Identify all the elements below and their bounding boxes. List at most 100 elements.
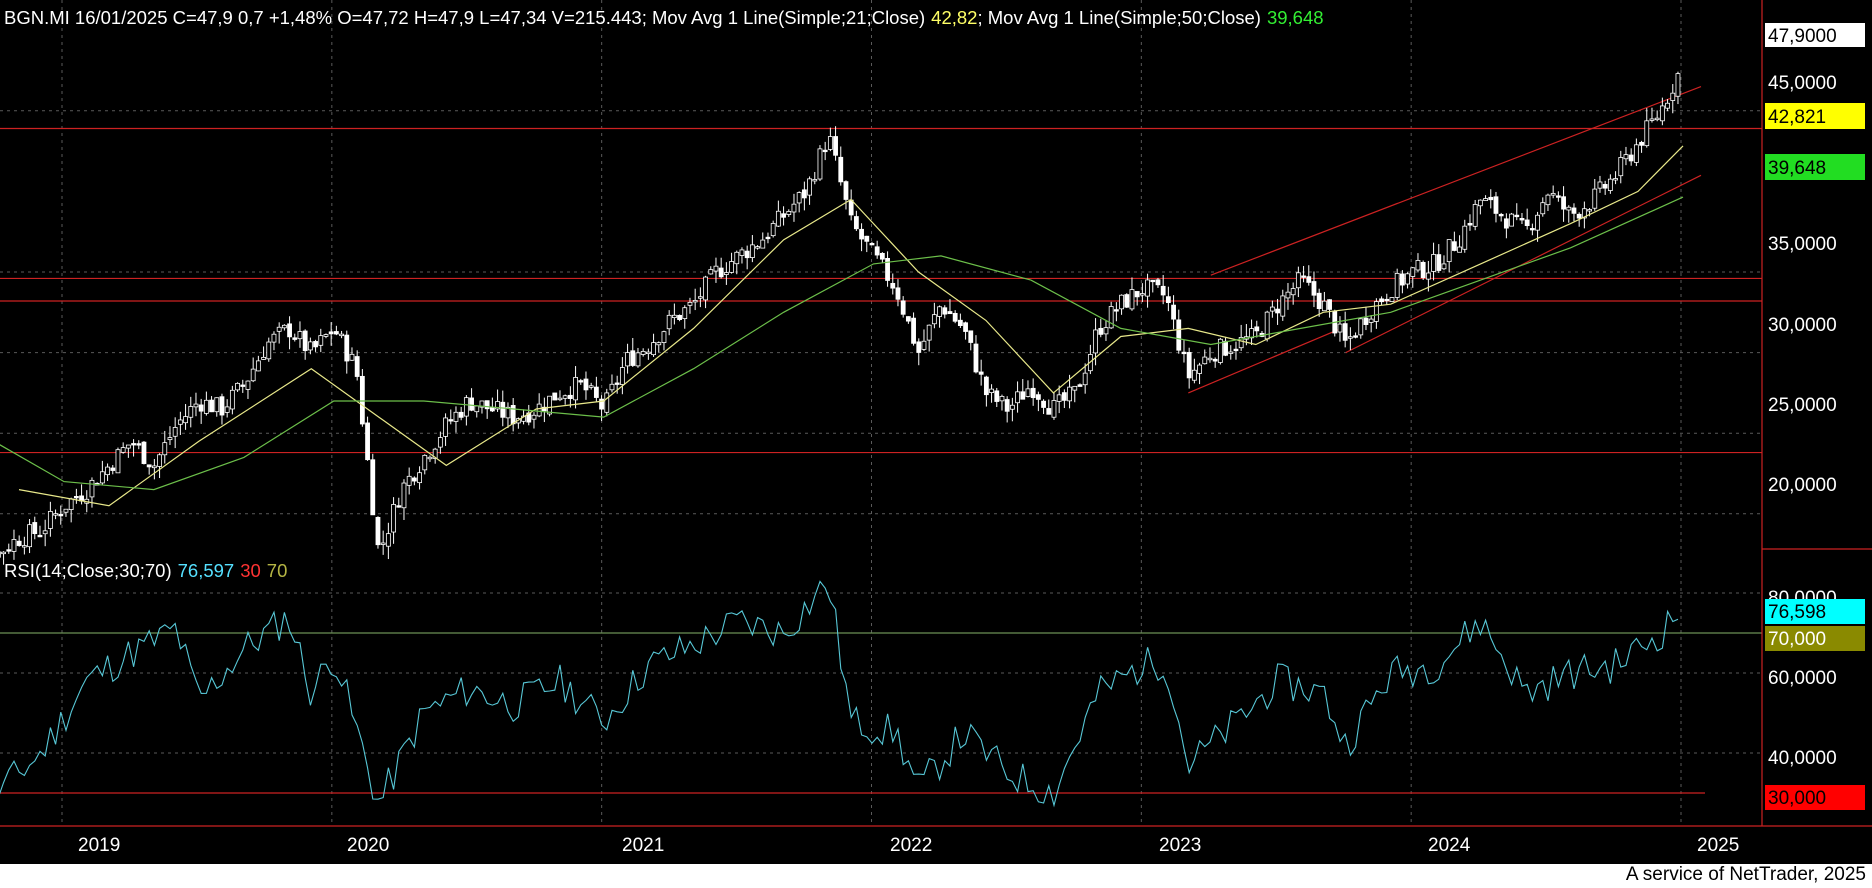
candle-body bbox=[115, 449, 121, 474]
candle-body bbox=[453, 411, 459, 422]
candle-body bbox=[869, 243, 875, 246]
candle-body bbox=[781, 213, 786, 218]
candle-body bbox=[963, 322, 968, 332]
candle-body bbox=[1644, 120, 1650, 147]
candle-body bbox=[1093, 329, 1098, 354]
moving-averages bbox=[0, 145, 1684, 507]
candle-body bbox=[1379, 298, 1384, 303]
candle-body bbox=[599, 398, 604, 410]
candle-body bbox=[1358, 318, 1364, 336]
candle-body bbox=[1509, 213, 1514, 227]
candle-body bbox=[417, 472, 422, 484]
candle-body bbox=[510, 405, 516, 425]
candle-body bbox=[58, 513, 64, 517]
rsi-30-badge: 30,000 bbox=[1768, 788, 1826, 809]
candle-body bbox=[1493, 196, 1499, 214]
candle-body bbox=[489, 407, 495, 412]
candles bbox=[0, 71, 1681, 565]
candle-body bbox=[1535, 214, 1540, 231]
candle-body bbox=[391, 504, 396, 533]
candle-body bbox=[287, 323, 292, 338]
price-tick-30: 30,0000 bbox=[1768, 315, 1837, 336]
candle-body bbox=[1217, 338, 1223, 363]
candle-body bbox=[448, 419, 454, 422]
candle-body bbox=[1545, 194, 1551, 206]
candle-body bbox=[1550, 193, 1556, 196]
chart-svg[interactable]: BGN.MI 16/01/2025 C=47,9 0,7 +1,48% O=47… bbox=[0, 0, 1872, 864]
candle-body bbox=[250, 368, 256, 382]
candle-body bbox=[1659, 105, 1665, 122]
rsi-badge-bg bbox=[1765, 599, 1865, 624]
candle-body bbox=[1285, 291, 1291, 299]
candle-body bbox=[1046, 408, 1052, 415]
candle-body bbox=[120, 447, 126, 453]
candle-body bbox=[874, 246, 880, 256]
candle-body bbox=[1186, 352, 1192, 379]
candle-body bbox=[1119, 294, 1124, 310]
candle-body bbox=[567, 394, 573, 399]
candle-body bbox=[1, 551, 6, 555]
candle-body bbox=[177, 419, 183, 425]
candle-body bbox=[833, 136, 838, 156]
candle-body bbox=[536, 403, 542, 417]
candle-body bbox=[1077, 384, 1083, 387]
candle-body bbox=[749, 244, 755, 258]
chart-area[interactable]: BGN.MI 16/01/2025 C=47,9 0,7 +1,48% O=47… bbox=[0, 0, 1872, 864]
candle-body bbox=[1451, 241, 1457, 251]
candle-body bbox=[16, 540, 22, 546]
candle-body bbox=[807, 178, 812, 196]
candle-body bbox=[989, 388, 994, 393]
candle-body bbox=[500, 401, 506, 418]
candle-body bbox=[1113, 309, 1119, 312]
candle-body bbox=[458, 411, 464, 418]
rsi-tick-40: 40,0000 bbox=[1768, 748, 1837, 769]
rsi-header-high: 70 bbox=[267, 560, 288, 581]
candle-body bbox=[931, 314, 937, 325]
candle-body bbox=[1425, 272, 1431, 280]
candle-body bbox=[495, 401, 500, 410]
candle-body bbox=[770, 223, 776, 237]
candle-body bbox=[983, 376, 989, 396]
chart-background bbox=[0, 0, 1872, 864]
candle-body bbox=[380, 542, 386, 545]
candle-body bbox=[266, 341, 272, 360]
candle-body bbox=[775, 210, 781, 227]
candle-body bbox=[609, 383, 615, 391]
candle-body bbox=[583, 378, 589, 391]
candle-body bbox=[198, 404, 204, 412]
candle-body bbox=[370, 459, 376, 516]
x-label-2025: 2025 bbox=[1697, 835, 1739, 856]
candle-body bbox=[1675, 73, 1681, 97]
candle-body bbox=[734, 251, 740, 265]
candle-body bbox=[1555, 195, 1561, 198]
candle-body bbox=[619, 367, 625, 385]
candle-body bbox=[1342, 323, 1348, 341]
candle-body bbox=[1020, 391, 1026, 400]
candle-body bbox=[1561, 196, 1566, 210]
candle-body bbox=[687, 301, 693, 306]
ma1-badge-bg bbox=[1765, 103, 1865, 129]
candle-body bbox=[183, 416, 188, 424]
candle-body bbox=[1098, 327, 1104, 335]
candle-body bbox=[1238, 337, 1244, 349]
candle-body bbox=[146, 464, 152, 468]
candle-body bbox=[921, 340, 927, 350]
candle-body bbox=[261, 356, 266, 360]
candle-body bbox=[411, 477, 417, 482]
candle-body bbox=[978, 371, 984, 375]
candle-body bbox=[1067, 386, 1072, 402]
candle-body bbox=[313, 341, 318, 348]
candle-body bbox=[73, 496, 79, 499]
channel-line bbox=[1345, 174, 1702, 354]
candle-body bbox=[1228, 351, 1234, 354]
candle-body bbox=[1436, 254, 1442, 271]
candle-body bbox=[235, 382, 240, 391]
candle-body bbox=[723, 272, 729, 275]
candle-body bbox=[786, 211, 792, 215]
ma2-badge-bg bbox=[1765, 154, 1865, 180]
candle-body bbox=[1347, 336, 1353, 339]
candle-body bbox=[890, 282, 896, 289]
candle-body bbox=[292, 337, 298, 340]
candle-body bbox=[219, 396, 225, 416]
candle-body bbox=[671, 314, 677, 319]
